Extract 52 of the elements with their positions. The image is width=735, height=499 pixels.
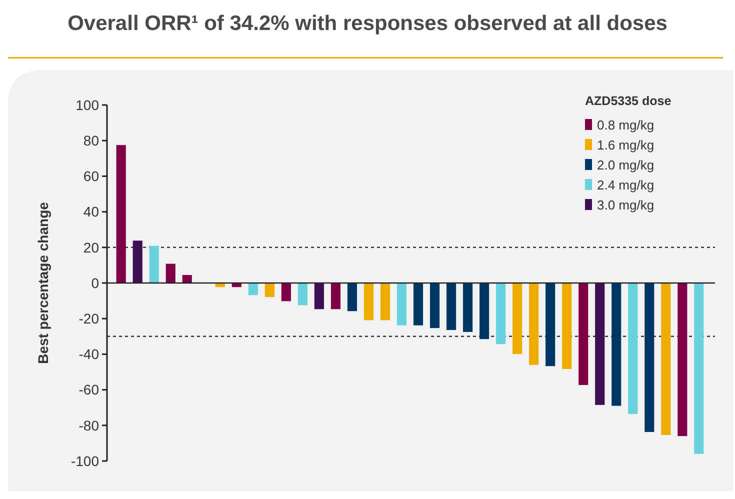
- chart-title: Overall ORR¹ of 34.2% with responses observed at all doses: [68, 12, 668, 35]
- y-tick-label: -60: [78, 382, 100, 398]
- legend-label: 2.4 mg/kg: [597, 178, 654, 193]
- bar: [661, 283, 671, 436]
- bar: [678, 283, 688, 436]
- bar: [496, 283, 506, 344]
- bar: [644, 283, 654, 432]
- y-tick-label: -20: [78, 310, 100, 326]
- bar: [248, 283, 258, 296]
- y-tick-label: 20: [83, 239, 100, 256]
- bar: [430, 283, 440, 328]
- bar: [281, 283, 291, 302]
- legend-label: 0.8 mg/kg: [597, 118, 654, 133]
- bar: [694, 283, 704, 454]
- legend-label: 2.0 mg/kg: [597, 158, 654, 173]
- y-tick-label: 40: [83, 204, 100, 220]
- bar: [364, 283, 374, 320]
- bar: [446, 283, 456, 330]
- bar: [612, 283, 622, 406]
- bar: [264, 283, 274, 298]
- legend-label: 1.6 mg/kg: [597, 138, 654, 153]
- bar: [595, 283, 605, 405]
- y-tick-label: -100: [70, 452, 100, 469]
- y-tick-label: 0: [91, 274, 100, 291]
- bar: [116, 145, 126, 283]
- bar: [578, 283, 588, 385]
- bar: [480, 283, 490, 340]
- bar: [166, 264, 176, 283]
- legend-title: AZD5335 dose: [585, 94, 672, 108]
- bar: [347, 283, 358, 312]
- bar: [546, 283, 556, 366]
- y-axis-title: Best percentage change: [35, 202, 51, 364]
- bar: [149, 246, 159, 283]
- y-tick-label: 80: [83, 132, 100, 148]
- y-tick-label: -80: [78, 417, 100, 434]
- bar: [413, 283, 424, 326]
- y-tick-label: -40: [78, 346, 100, 362]
- bar: [396, 283, 407, 326]
- bar: [330, 283, 340, 310]
- y-tick-label: 100: [76, 96, 100, 113]
- bar: [628, 283, 638, 414]
- bar: [132, 240, 142, 283]
- bar: [314, 283, 324, 310]
- bar: [512, 283, 522, 354]
- bar: [529, 283, 539, 365]
- bar: [298, 283, 308, 306]
- bar: [562, 283, 572, 369]
- bar: [380, 283, 390, 320]
- bar: [182, 274, 192, 283]
- y-tick-label: 60: [83, 168, 100, 184]
- legend-label: 3.0 mg/kg: [597, 198, 654, 213]
- bar: [462, 283, 473, 332]
